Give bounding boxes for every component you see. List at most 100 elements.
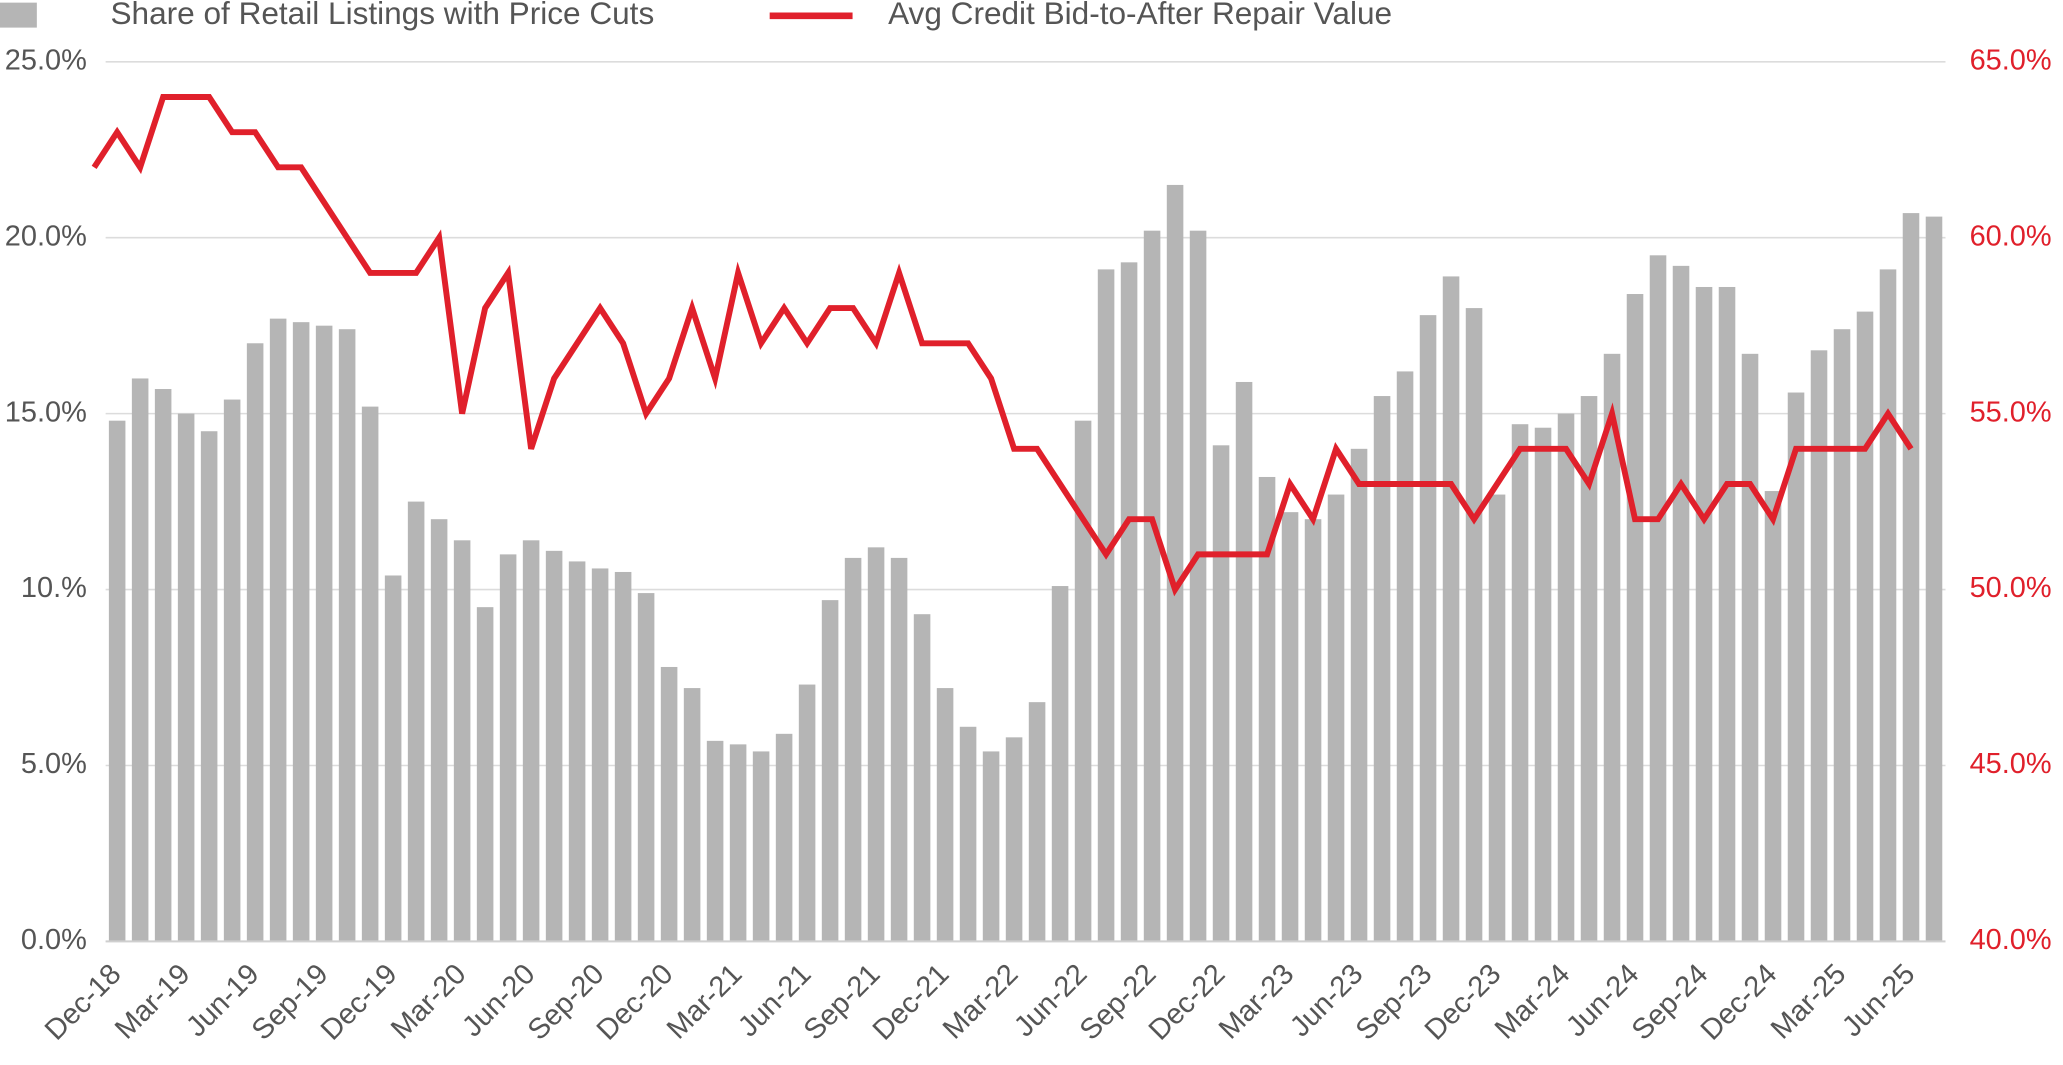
bar — [338, 329, 356, 942]
bar — [1718, 286, 1736, 942]
bar — [1189, 230, 1207, 942]
bar — [637, 593, 655, 942]
bar — [1419, 315, 1437, 942]
bar — [1028, 702, 1046, 942]
x-tick-label: Sep-21 — [798, 958, 887, 1047]
bar — [706, 740, 724, 942]
bar — [1005, 737, 1023, 942]
x-tick-label: Sep-22 — [1074, 958, 1163, 1047]
bar — [1810, 350, 1828, 942]
y2-tick-label: 60.0% — [1970, 220, 2052, 252]
x-tick-label: Dec-23 — [1419, 958, 1508, 1047]
bar — [1672, 265, 1690, 942]
bar — [108, 420, 126, 942]
bar — [154, 389, 172, 942]
bar — [1902, 213, 1920, 942]
bar — [1833, 329, 1851, 942]
y-tick-label: 5.0% — [21, 748, 87, 780]
x-tick-label: Dec-22 — [1143, 958, 1232, 1047]
bar — [913, 614, 931, 942]
bar — [1350, 448, 1368, 942]
y-tick-label: 25.0% — [5, 44, 87, 76]
bar — [407, 501, 425, 942]
bar — [683, 688, 701, 942]
bar — [1787, 392, 1805, 942]
x-tick-label: Mar-20 — [385, 958, 472, 1045]
line — [91, 94, 1914, 597]
bar — [936, 688, 954, 942]
bar — [1258, 476, 1276, 942]
bar — [1603, 353, 1621, 942]
x-tick-label: Mar-25 — [1765, 958, 1852, 1045]
bar — [1166, 184, 1184, 942]
bar — [246, 343, 264, 942]
bar — [568, 561, 586, 942]
x-tick-label: Sep-19 — [246, 958, 335, 1047]
bar — [1097, 269, 1115, 942]
bar — [1879, 269, 1897, 942]
bar — [1304, 519, 1322, 942]
bar — [1534, 427, 1552, 942]
bar — [1442, 276, 1460, 942]
bar — [614, 571, 632, 942]
bar — [476, 607, 494, 942]
bar — [1120, 262, 1138, 942]
bar — [752, 751, 770, 942]
bar — [775, 733, 793, 942]
bar — [1396, 371, 1414, 942]
y2-tick-label: 40.0% — [1970, 924, 2052, 956]
bar — [1626, 294, 1644, 942]
bar — [223, 399, 241, 942]
bar — [177, 413, 195, 942]
bar — [1856, 311, 1874, 942]
x-tick-label: Dec-18 — [39, 958, 128, 1047]
y2-tick-label: 55.0% — [1970, 396, 2052, 428]
bar — [1488, 494, 1506, 942]
bar — [1465, 308, 1483, 942]
bar — [844, 557, 862, 942]
y-tick-label: 20.0% — [5, 220, 87, 252]
bar — [729, 744, 747, 942]
bar — [867, 547, 885, 942]
bar — [1212, 445, 1230, 942]
bar — [522, 540, 540, 942]
x-tick-label: Dec-24 — [1695, 958, 1784, 1047]
y2-tick-label: 45.0% — [1970, 748, 2052, 780]
x-tick-label: Mar-19 — [109, 958, 196, 1045]
legend-label: Share of Retail Listings with Price Cuts — [111, 0, 655, 31]
bar — [1511, 424, 1529, 942]
bar — [1281, 512, 1299, 942]
y-tick-label: 15.0% — [5, 396, 87, 428]
bar — [982, 751, 1000, 942]
bar — [1051, 586, 1069, 942]
y2-tick-label: 65.0% — [1970, 44, 2052, 76]
bar — [1764, 491, 1782, 942]
y-tick-label: 10.% — [21, 572, 87, 604]
x-tick-label: Mar-22 — [937, 958, 1024, 1045]
bar — [1235, 381, 1253, 942]
bar — [430, 519, 448, 942]
bar — [1373, 396, 1391, 942]
bar — [453, 540, 471, 942]
bar — [1580, 396, 1598, 942]
y-tick-label: 0.0% — [21, 924, 87, 956]
bar — [131, 378, 149, 942]
bar — [591, 568, 609, 942]
bar — [499, 554, 517, 942]
bar — [890, 557, 908, 942]
bar — [361, 406, 379, 942]
x-tick-label: Sep-24 — [1626, 958, 1715, 1047]
bar — [200, 431, 218, 942]
x-tick-label: Mar-21 — [661, 958, 748, 1045]
legend-label: Avg Credit Bid-to-After Repair Value — [888, 0, 1392, 31]
y2-tick-label: 50.0% — [1970, 572, 2052, 604]
bar — [1557, 413, 1575, 942]
bar — [292, 322, 310, 942]
bar — [269, 318, 287, 942]
x-tick-label: Sep-23 — [1350, 958, 1439, 1047]
x-tick-label: Jun-25 — [1836, 958, 1921, 1043]
bar — [1327, 494, 1345, 942]
bar — [384, 575, 402, 942]
bar — [1649, 255, 1667, 942]
